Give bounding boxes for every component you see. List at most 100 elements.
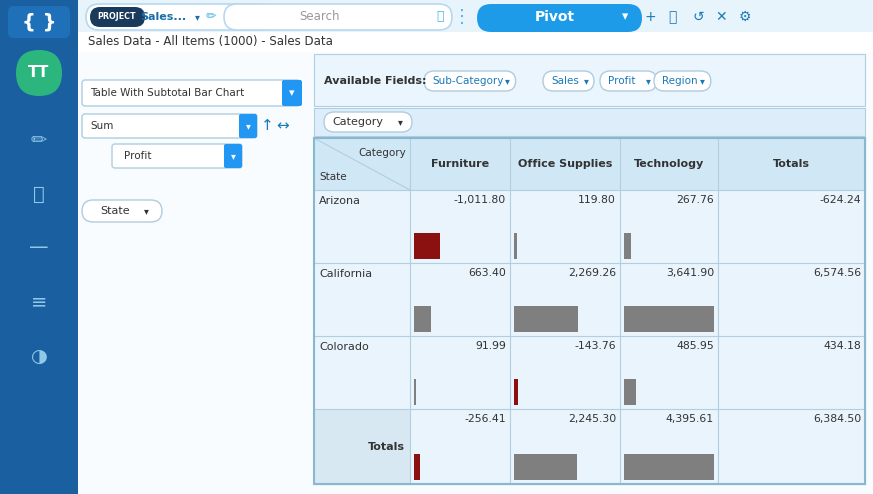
Bar xyxy=(314,138,865,190)
Text: Sales Data - All Items (1000) - Sales Data: Sales Data - All Items (1000) - Sales Da… xyxy=(88,36,333,48)
Text: 434.18: 434.18 xyxy=(823,341,861,351)
Text: -624.24: -624.24 xyxy=(820,195,861,205)
Text: ▾: ▾ xyxy=(583,76,588,86)
Text: 2,269.26: 2,269.26 xyxy=(567,268,616,278)
FancyBboxPatch shape xyxy=(82,80,300,106)
Text: 2,245.30: 2,245.30 xyxy=(567,414,616,424)
Bar xyxy=(410,336,510,409)
Bar xyxy=(514,379,518,405)
Text: Pivot: Pivot xyxy=(535,10,575,24)
Text: Sales...: Sales... xyxy=(140,12,186,22)
Text: Sub-Category: Sub-Category xyxy=(432,76,504,86)
Text: 6,384.50: 6,384.50 xyxy=(813,414,861,424)
Text: ≡: ≡ xyxy=(31,292,47,312)
Bar xyxy=(510,336,620,409)
Bar xyxy=(78,0,873,32)
Bar xyxy=(620,336,718,409)
Bar xyxy=(718,190,865,263)
Text: TT: TT xyxy=(28,66,50,81)
Bar xyxy=(314,409,865,484)
Text: -1,011.80: -1,011.80 xyxy=(454,195,506,205)
Bar xyxy=(718,336,865,409)
Text: State: State xyxy=(100,206,129,216)
Text: 🔍: 🔍 xyxy=(436,10,443,24)
Bar xyxy=(0,0,78,494)
Bar xyxy=(718,263,865,336)
Text: ✏: ✏ xyxy=(31,130,47,150)
FancyBboxPatch shape xyxy=(224,144,242,168)
Bar xyxy=(620,263,718,336)
Bar xyxy=(410,409,510,484)
Text: ◑: ◑ xyxy=(31,346,47,366)
Bar xyxy=(314,263,865,336)
Text: Arizona: Arizona xyxy=(319,196,361,206)
Bar xyxy=(510,409,620,484)
Text: Table With Subtotal Bar Chart: Table With Subtotal Bar Chart xyxy=(90,88,244,98)
Text: Category: Category xyxy=(358,148,406,158)
Text: { }: { } xyxy=(22,12,56,32)
Text: ↑: ↑ xyxy=(261,119,273,133)
Text: Profit: Profit xyxy=(608,76,636,86)
Bar xyxy=(510,263,620,336)
FancyBboxPatch shape xyxy=(600,71,656,91)
FancyBboxPatch shape xyxy=(424,71,516,91)
Text: Sales: Sales xyxy=(551,76,579,86)
Text: 4,395.61: 4,395.61 xyxy=(666,414,714,424)
Text: 91.99: 91.99 xyxy=(475,341,506,351)
Bar xyxy=(314,54,865,106)
Bar xyxy=(414,454,421,480)
Text: Totals: Totals xyxy=(773,159,810,169)
Text: +: + xyxy=(644,10,656,24)
Text: Office Supplies: Office Supplies xyxy=(518,159,612,169)
Text: -256.41: -256.41 xyxy=(464,414,506,424)
Text: ▾: ▾ xyxy=(505,76,510,86)
Text: 267.76: 267.76 xyxy=(677,195,714,205)
Text: ▾: ▾ xyxy=(700,76,705,86)
Text: ▾: ▾ xyxy=(195,12,199,22)
FancyBboxPatch shape xyxy=(86,4,274,30)
Bar xyxy=(718,409,865,484)
Bar xyxy=(510,190,620,263)
Text: ▾: ▾ xyxy=(230,151,236,161)
Text: —: — xyxy=(29,239,49,257)
Text: ↺: ↺ xyxy=(692,10,704,24)
FancyBboxPatch shape xyxy=(90,7,145,27)
Text: Furniture: Furniture xyxy=(431,159,489,169)
Bar xyxy=(514,234,518,259)
Bar xyxy=(624,454,714,480)
FancyBboxPatch shape xyxy=(16,50,62,96)
Text: Colorado: Colorado xyxy=(319,342,368,352)
Bar xyxy=(414,234,440,259)
Text: Category: Category xyxy=(332,117,383,127)
Bar xyxy=(620,409,718,484)
FancyBboxPatch shape xyxy=(112,144,242,168)
Text: California: California xyxy=(319,269,372,279)
Text: ↔: ↔ xyxy=(277,119,289,133)
Text: ✕: ✕ xyxy=(715,10,727,24)
FancyBboxPatch shape xyxy=(239,114,257,138)
Bar xyxy=(624,306,714,332)
FancyBboxPatch shape xyxy=(82,114,257,138)
Text: ⚙: ⚙ xyxy=(739,10,752,24)
FancyBboxPatch shape xyxy=(82,200,162,222)
Bar xyxy=(514,306,578,332)
Text: Available Fields:: Available Fields: xyxy=(324,76,427,86)
Text: 6,574.56: 6,574.56 xyxy=(813,268,861,278)
Text: ▾: ▾ xyxy=(646,76,651,86)
Bar xyxy=(314,190,865,263)
Bar xyxy=(514,454,577,480)
Text: 119.80: 119.80 xyxy=(578,195,616,205)
Bar xyxy=(414,306,430,332)
Bar xyxy=(314,138,865,484)
Text: 485.95: 485.95 xyxy=(677,341,714,351)
Text: ▾: ▾ xyxy=(289,88,295,98)
Text: Region: Region xyxy=(662,76,698,86)
Bar xyxy=(314,138,865,484)
FancyBboxPatch shape xyxy=(8,6,70,38)
Text: State: State xyxy=(319,172,347,182)
FancyBboxPatch shape xyxy=(224,4,452,30)
Bar xyxy=(314,108,865,136)
Text: ▾: ▾ xyxy=(622,10,629,24)
Text: ▾: ▾ xyxy=(397,117,402,127)
FancyBboxPatch shape xyxy=(477,4,642,32)
